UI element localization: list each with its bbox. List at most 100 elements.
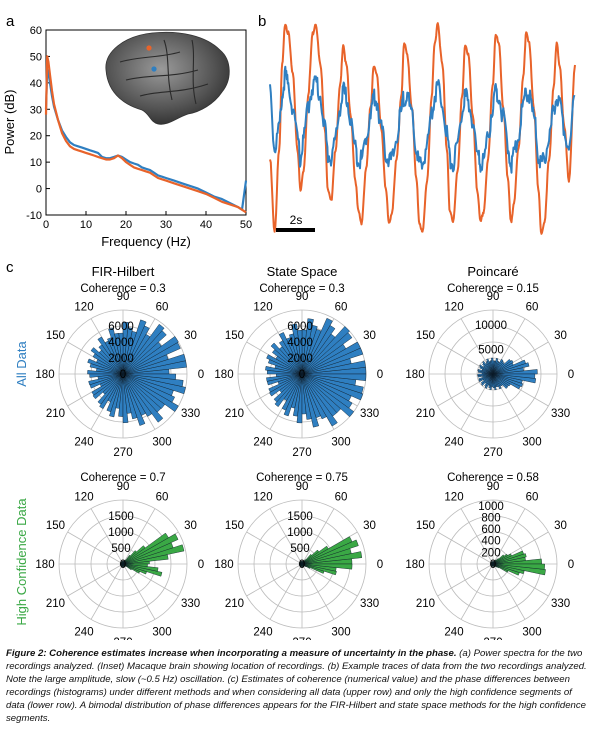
histogram-bar: [492, 358, 499, 375]
histogram-bar: [122, 373, 175, 403]
histogram-bar: [98, 344, 124, 375]
angle-label: 150: [225, 520, 244, 532]
angle-label: 330: [181, 408, 200, 420]
histogram-bar: [481, 373, 494, 386]
polar-plot-0-2: Poincaré Coherence = 0.15 0 30 60 90 120 150 180…: [405, 264, 574, 459]
radius-tick-label: 6000: [108, 321, 134, 333]
histogram-bar: [92, 373, 124, 400]
figure-caption: Figure 2: Coherence estimates increase w…: [6, 647, 592, 726]
polar-spoke: [492, 508, 526, 565]
y-tick-label: 10: [30, 157, 42, 169]
angle-label: 60: [156, 491, 169, 503]
trace-orange: [269, 22, 576, 235]
macaque-brain-inset: [105, 31, 230, 125]
angle-label: 90: [296, 481, 309, 493]
radius-tick-label: 5000: [478, 344, 504, 356]
histogram-bar: [122, 563, 163, 577]
y-tick-label: -10: [26, 210, 42, 222]
angle-label: 180: [405, 559, 424, 571]
angle-label: 210: [46, 408, 65, 420]
histogram-bar: [301, 549, 320, 565]
histogram-bar: [301, 536, 353, 565]
polar-spoke: [67, 563, 124, 597]
polar-spoke: [269, 563, 303, 620]
x-tick-label: 30: [160, 219, 172, 231]
angle-label: 60: [156, 301, 169, 313]
radius-zero-label: 0: [120, 369, 126, 381]
histogram-bar: [296, 373, 303, 424]
example-traces-plot: 2s: [269, 22, 576, 235]
histogram-bar: [92, 353, 124, 375]
angle-label: 330: [551, 408, 570, 420]
y-tick-label: 40: [30, 78, 42, 90]
histogram-bar: [122, 550, 137, 565]
histogram-bar: [479, 366, 494, 375]
radius-tick-label: 1000: [108, 527, 134, 539]
radius-tick-label: 1500: [108, 511, 134, 523]
angle-label: 330: [551, 598, 570, 610]
angle-label: 30: [184, 330, 197, 342]
radius-tick-label: 400: [481, 536, 500, 548]
radius-tick-label: 200: [481, 547, 500, 559]
angle-label: 300: [331, 627, 350, 639]
histogram-bar: [122, 532, 169, 565]
polar-plot-1-0: Coherence = 0.7 0 30 60 90 120 150 180 210 240 270…: [35, 472, 204, 640]
angle-label: 150: [416, 520, 435, 532]
angle-label: 150: [416, 330, 435, 342]
polar-spoke: [67, 531, 124, 565]
histogram-bar: [492, 359, 504, 375]
power-spectrum-series: [44, 55, 248, 214]
coherence-label: Coherence = 0.7: [80, 472, 165, 484]
polar-title: FIR-Hilbert: [92, 264, 155, 279]
y-tick-label: 60: [30, 25, 42, 37]
histogram-bar: [301, 373, 355, 418]
histogram-bar: [122, 373, 164, 423]
histogram-bar: [99, 373, 124, 409]
angle-label: 240: [74, 437, 93, 449]
histogram-bar: [122, 373, 146, 426]
polar-plot-1-1: Coherence = 0.75 0 30 60 90 120 150 180 210 240 27…: [214, 472, 383, 640]
histogram-bar: [278, 332, 303, 375]
polar-plot-0-0: FIR-Hilbert Coherence = 0.3 0 30 60 90 120 150 1…: [35, 264, 204, 459]
polar-spoke: [492, 563, 526, 620]
histogram-bar: [266, 354, 303, 375]
histogram-bar: [90, 347, 124, 375]
radius-zero-label: 0: [299, 369, 305, 381]
angle-label: 270: [113, 447, 132, 459]
radius-tick-label: 2000: [287, 353, 313, 365]
angle-label: 270: [483, 637, 502, 640]
histogram-bar: [301, 563, 337, 576]
polar-spoke: [301, 508, 335, 565]
histogram-bar: [274, 373, 303, 407]
polar-spoke: [437, 531, 494, 565]
histogram-bar: [272, 349, 303, 375]
angle-label: 30: [184, 520, 197, 532]
histogram-bar: [122, 323, 165, 375]
histogram-bar: [122, 336, 179, 375]
polar-spoke: [437, 563, 494, 597]
angle-label: 60: [335, 491, 348, 503]
angle-label: 240: [444, 627, 463, 639]
y-tick-label: 0: [36, 184, 42, 196]
angle-label: 330: [181, 598, 200, 610]
polar-spoke: [460, 508, 494, 565]
radius-zero-label: 0: [120, 559, 126, 571]
spectrum-line-orange: [44, 55, 247, 214]
histogram-bar: [492, 373, 508, 389]
radius-zero-label: 0: [490, 559, 496, 571]
angle-label: 0: [568, 369, 574, 381]
histogram-bar: [301, 373, 364, 401]
angle-label: 270: [483, 447, 502, 459]
histogram-bar: [122, 373, 186, 395]
histogram-bar: [301, 373, 364, 394]
histogram-bar: [301, 318, 314, 375]
radius-tick-label: 4000: [287, 337, 313, 349]
radius-tick-label: 1500: [287, 511, 313, 523]
polar-spoke: [301, 563, 335, 620]
y-tick-label: 50: [30, 51, 42, 63]
caption-body: (a) Power spectra for the two recordings…: [6, 648, 587, 725]
angle-label: 90: [487, 291, 500, 303]
angle-label: 240: [253, 437, 272, 449]
coherence-label: Coherence = 0.3: [259, 283, 344, 295]
angle-label: 150: [225, 330, 244, 342]
